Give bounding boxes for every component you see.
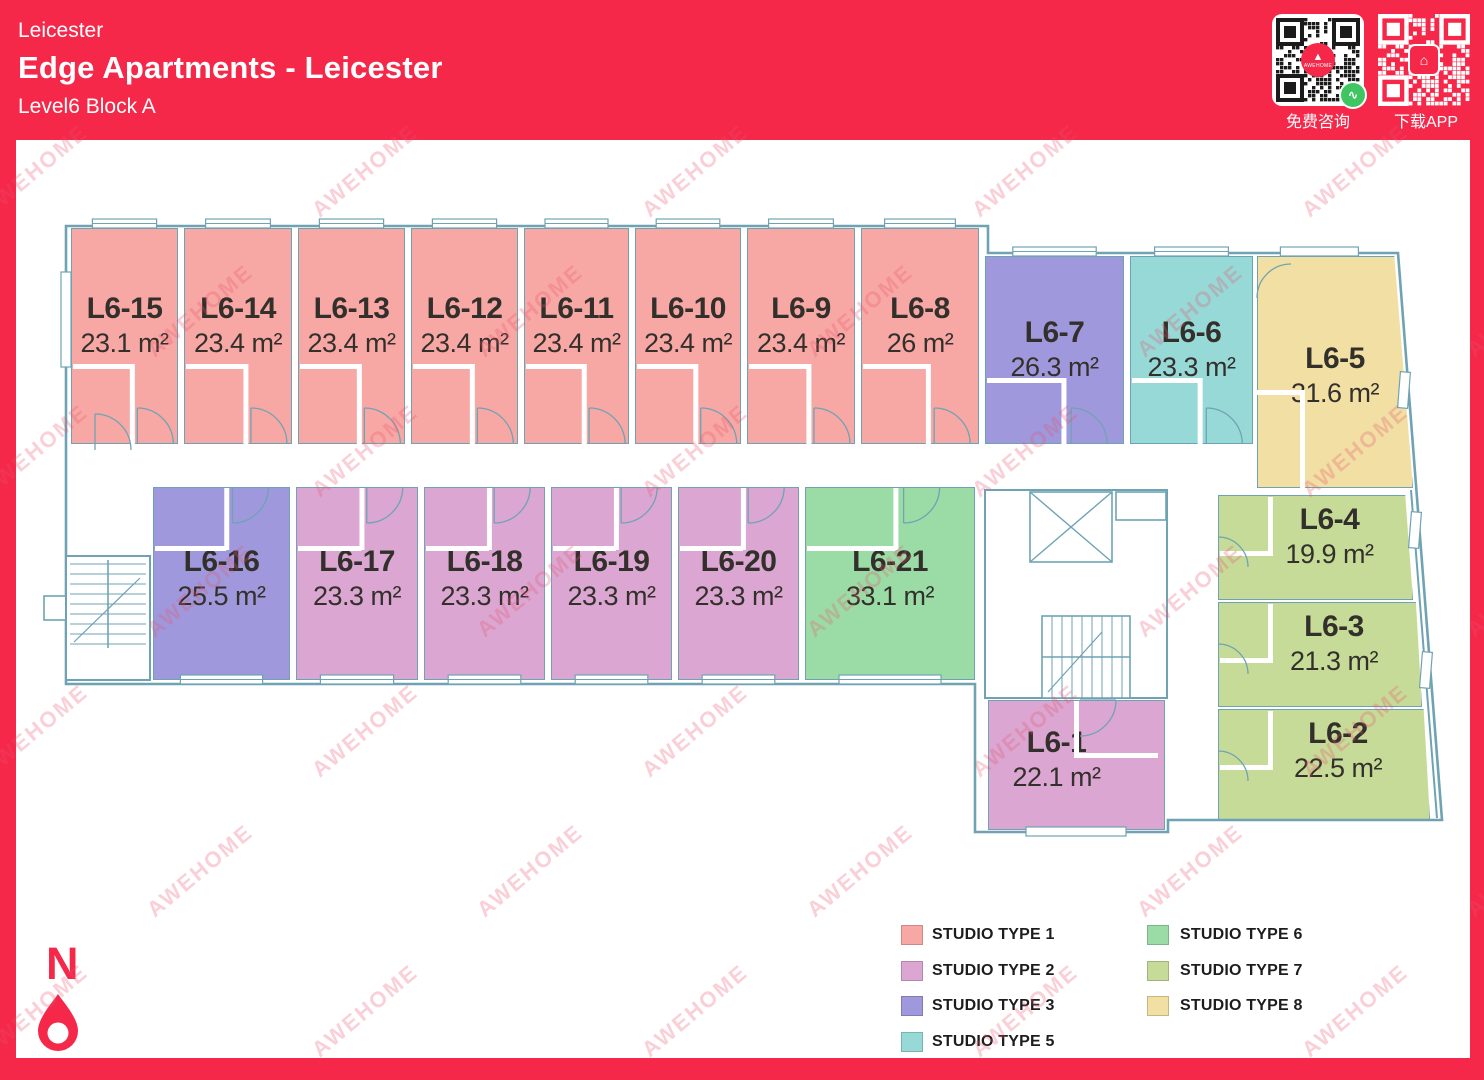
unit-id-label: L6-13 (313, 292, 390, 325)
unit-id-label: L6-9 (771, 292, 831, 325)
legend-swatch-type6 (1147, 925, 1169, 945)
unit-area-label: 26.3 m² (1010, 352, 1099, 383)
unit-id-label: L6-5 (1305, 342, 1365, 375)
unit-id-label: L6-14 (200, 292, 276, 325)
unit-L6-5[interactable]: L6-5 31.6 m² (1257, 256, 1413, 488)
awehome-logo-icon: ▲ AWEHOME (1301, 43, 1335, 77)
download-qr-pattern (1378, 14, 1470, 106)
unit-L6-18[interactable]: L6-18 23.3 m² (424, 487, 545, 680)
header-city: Leicester (18, 19, 104, 42)
legend-swatch-type3 (901, 996, 923, 1016)
unit-id-label: L6-11 (539, 292, 614, 325)
unit-L6-3[interactable]: L6-3 21.3 m² (1218, 602, 1422, 707)
download-qr-code[interactable]: ⌂ (1378, 14, 1470, 106)
unit-L6-13[interactable]: L6-13 23.4 m² (298, 228, 405, 444)
unit-L6-6[interactable]: L6-6 23.3 m² (1130, 256, 1253, 444)
unit-area-label: 23.3 m² (1147, 352, 1236, 383)
legend-swatch-type7 (1147, 960, 1169, 981)
unit-area-label: 31.6 m² (1290, 378, 1380, 409)
unit-L6-20[interactable]: L6-20 23.3 m² (678, 487, 799, 680)
download-qr-label: 下载APP (1393, 114, 1459, 131)
unit-area-label: 22.1 m² (1012, 762, 1101, 793)
unit-L6-7[interactable]: L6-7 26.3 m² (985, 256, 1124, 444)
unit-L6-10[interactable]: L6-10 23.4 m² (635, 228, 741, 444)
legend-label-type3: STUDIO TYPE 3 (932, 997, 1055, 1014)
unit-id-label: L6-2 (1308, 717, 1368, 750)
unit-area-label: 23.4 m² (307, 328, 396, 359)
unit-area-label: 23.3 m² (567, 581, 656, 612)
unit-id-label: L6-8 (890, 292, 950, 325)
unit-area-label: 23.4 m² (756, 328, 846, 359)
unit-L6-12[interactable]: L6-12 23.4 m² (411, 228, 518, 444)
unit-area-label: 23.1 m² (80, 328, 169, 359)
north-compass-icon (38, 994, 78, 1051)
unit-id-label: L6-20 (700, 545, 777, 578)
unit-L6-14[interactable]: L6-14 23.4 m² (184, 228, 292, 444)
unit-L6-4[interactable]: L6-4 19.9 m² (1218, 495, 1413, 600)
legend-swatch-type8 (1147, 996, 1169, 1016)
unit-id-label: L6-16 (183, 545, 260, 578)
page-title: Edge Apartments - Leicester (18, 50, 443, 86)
unit-id-label: L6-18 (446, 545, 523, 578)
unit-id-label: L6-17 (319, 545, 395, 578)
header-subtitle: Level6 Block A (18, 94, 156, 118)
consult-qr-code[interactable]: ▲ AWEHOME ∿ (1272, 14, 1367, 109)
unit-id-label: L6-10 (650, 292, 726, 325)
unit-L6-1[interactable]: L6-1 22.1 m² (988, 700, 1165, 830)
unit-id-label: L6-1 (1026, 726, 1087, 759)
unit-area-label: 21.3 m² (1289, 646, 1379, 677)
unit-area-label: 22.5 m² (1293, 753, 1383, 784)
legend-label-type5: STUDIO TYPE 5 (932, 1032, 1055, 1050)
app-logo-icon: ⌂ (1408, 44, 1440, 76)
legend-swatch-type1 (901, 925, 923, 945)
legend-label-type8: STUDIO TYPE 8 (1180, 997, 1303, 1014)
unit-id-label: L6-15 (86, 292, 163, 325)
unit-L6-19[interactable]: L6-19 23.3 m² (551, 487, 672, 680)
north-label: N (46, 938, 79, 989)
unit-L6-8[interactable]: L6-8 26 m² (861, 228, 979, 444)
unit-id-label: L6-6 (1161, 316, 1222, 349)
legend-swatch-type5 (901, 1031, 923, 1052)
unit-area-label: 26 m² (886, 328, 954, 359)
unit-L6-16[interactable]: L6-16 25.5 m² (153, 487, 290, 680)
unit-id-label: L6-4 (1299, 503, 1360, 536)
unit-L6-9[interactable]: L6-9 23.4 m² (747, 228, 855, 444)
unit-L6-21[interactable]: L6-21 33.1 m² (805, 487, 975, 680)
unit-id-label: L6-21 (852, 545, 928, 578)
unit-area-label: 19.9 m² (1285, 539, 1374, 570)
legend-label-type6: STUDIO TYPE 6 (1180, 926, 1303, 943)
unit-id-label: L6-19 (573, 545, 650, 578)
unit-id-label: L6-12 (426, 292, 503, 325)
legend-label-type1: STUDIO TYPE 1 (932, 926, 1055, 943)
unit-L6-17[interactable]: L6-17 23.3 m² (296, 487, 418, 680)
unit-L6-2[interactable]: L6-2 22.5 m² (1218, 709, 1430, 820)
unit-area-label: 23.3 m² (440, 581, 529, 612)
page-header: Leicester Edge Apartments - Leicester Le… (18, 18, 443, 120)
unit-area-label: 25.5 m² (177, 581, 266, 612)
unit-area-label: 33.1 m² (845, 581, 935, 612)
wechat-channel-icon: ∿ (1339, 81, 1367, 109)
unit-area-label: 23.4 m² (420, 328, 509, 359)
consult-qr-label: 免费咨询 (1285, 114, 1350, 131)
unit-area-label: 23.3 m² (694, 581, 783, 612)
unit-id-label: L6-3 (1304, 610, 1364, 643)
unit-area-label: 23.3 m² (312, 581, 402, 612)
legend-label-type7: STUDIO TYPE 7 (1180, 961, 1303, 979)
unit-L6-15[interactable]: L6-15 23.1 m² (71, 228, 178, 444)
unit-L6-11[interactable]: L6-11 23.4 m² (524, 228, 629, 444)
unit-id-label: L6-7 (1024, 316, 1085, 349)
unit-area-label: 23.4 m² (532, 328, 621, 359)
legend-swatch-type2 (901, 960, 923, 981)
unit-area-label: 23.4 m² (193, 328, 283, 359)
legend-label-type2: STUDIO TYPE 2 (932, 961, 1055, 979)
unit-area-label: 23.4 m² (643, 328, 733, 359)
